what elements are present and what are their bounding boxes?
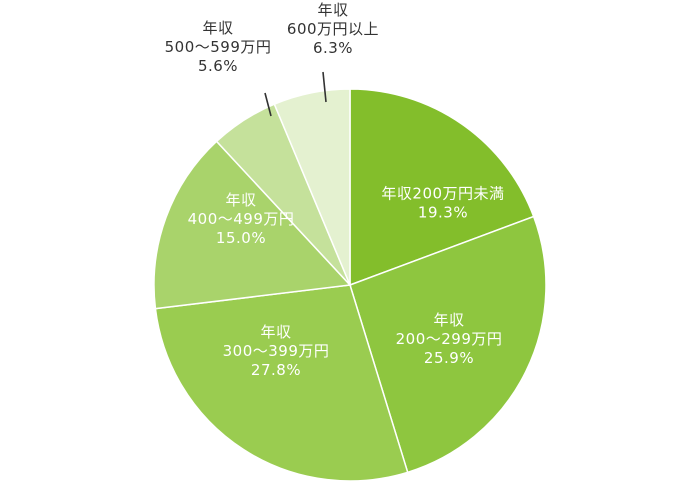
pie-slice [153,140,352,310]
slice-label-line: 200〜299万円 [396,330,503,348]
slice-label-line: 300〜399万円 [223,342,330,360]
slice-label-line: 年収 [225,191,256,209]
slice-label-line: 年収200万円未満 [381,185,504,203]
slice-label-line: 400〜499万円 [188,210,295,228]
slice-percent: 19.3% [418,204,468,222]
slice-label-line: 500〜599万円 [165,38,272,56]
pie-slice [273,88,351,286]
leader-line [264,92,272,117]
slice-percent: 5.6% [198,57,238,75]
slice-percent: 6.3% [313,39,353,57]
slice-label: 年収 300〜399万円 27.8% [223,323,330,379]
pie-slices [153,88,547,482]
slice-label-line: 年収 [260,323,291,341]
pie-slice [154,284,409,482]
slice-label-line: 年収 [433,311,464,329]
leader-line [322,71,327,103]
slice-label-line: 600万円以上 [287,20,379,38]
slice-label: 年収 200〜299万円 25.9% [396,311,503,367]
slice-percent: 15.0% [216,229,266,247]
slice-labels: 年収200万円未満 19.3%年収 200〜299万円 25.9%年収 300〜399万… [165,1,504,379]
pie-slice [349,215,547,474]
slice-label-line: 年収 [317,1,348,19]
slice-percent: 25.9% [424,349,474,367]
slice-label: 年収 400〜499万円 15.0% [188,191,295,247]
slice-label: 年収 500〜599万円 5.6% [165,19,272,75]
slice-label: 年収200万円未満 19.3% [381,185,504,222]
slice-label: 年収 600万円以上 6.3% [287,1,379,57]
leader-lines [264,71,327,117]
slice-percent: 27.8% [251,361,301,379]
slice-label-line: 年収 [202,19,233,37]
pie-slice [349,88,535,287]
